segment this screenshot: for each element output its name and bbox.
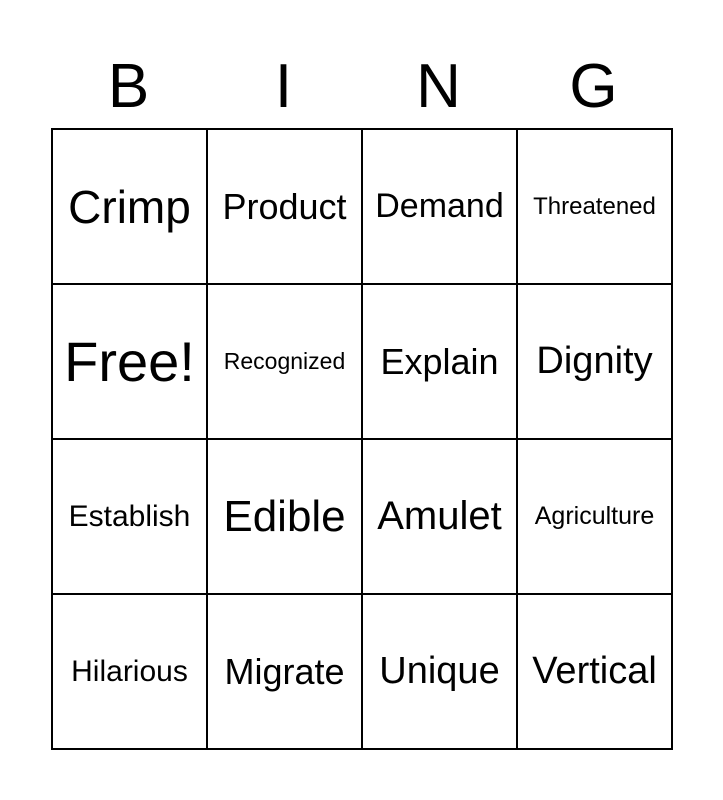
bingo-cell: Crimp <box>51 128 208 285</box>
bingo-cell: Hilarious <box>51 593 208 750</box>
bingo-cell: Unique <box>361 593 518 750</box>
bingo-cell: Establish <box>51 438 208 595</box>
bingo-cell: Demand <box>361 128 518 285</box>
bingo-grid: Crimp Product Demand Threatened Free! Re… <box>51 128 673 750</box>
header-letter: I <box>274 52 293 121</box>
header-letter: B <box>107 52 150 121</box>
bingo-cell: Vertical <box>516 593 673 750</box>
header-letter: G <box>569 52 618 121</box>
bingo-cell: Agriculture <box>516 438 673 595</box>
header-letter: N <box>416 52 461 121</box>
bingo-cell: Edible <box>206 438 363 595</box>
bingo-cell: Threatened <box>516 128 673 285</box>
bingo-cell: Amulet <box>361 438 518 595</box>
bingo-cell: Dignity <box>516 283 673 440</box>
bingo-cell-free: Free! <box>51 283 208 440</box>
bingo-cell: Recognized <box>206 283 363 440</box>
bingo-cell: Explain <box>361 283 518 440</box>
bingo-cell: Migrate <box>206 593 363 750</box>
bingo-cell: Product <box>206 128 363 285</box>
